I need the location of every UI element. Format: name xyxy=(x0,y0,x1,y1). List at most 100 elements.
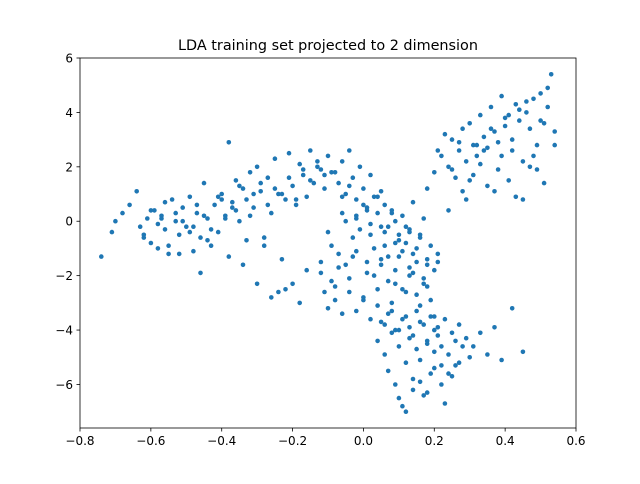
data-point xyxy=(403,360,409,366)
data-point xyxy=(393,281,398,287)
data-point xyxy=(134,189,139,194)
data-point xyxy=(393,218,398,224)
data-point xyxy=(463,335,469,341)
data-point xyxy=(517,118,522,123)
data-point xyxy=(187,229,193,235)
data-point xyxy=(325,306,331,311)
data-point xyxy=(463,159,469,164)
data-point xyxy=(385,254,391,259)
data-point xyxy=(219,191,224,197)
data-point xyxy=(407,273,412,278)
data-point xyxy=(424,257,430,262)
data-point xyxy=(432,314,437,319)
data-point xyxy=(471,172,476,178)
data-point xyxy=(145,216,150,221)
data-point xyxy=(382,322,388,327)
data-point xyxy=(332,170,338,175)
data-point xyxy=(230,205,235,210)
data-point xyxy=(385,224,391,229)
data-point xyxy=(297,300,303,306)
data-point xyxy=(446,208,451,213)
data-point xyxy=(499,357,504,363)
data-point xyxy=(162,199,168,205)
data-point xyxy=(194,210,200,216)
data-point xyxy=(127,202,132,208)
data-point xyxy=(339,210,345,216)
data-point xyxy=(325,153,331,159)
data-point xyxy=(517,107,522,112)
chart-title: LDA training set projected to 2 dimensio… xyxy=(178,38,478,54)
data-point xyxy=(336,251,341,257)
data-point xyxy=(322,186,327,191)
data-point xyxy=(382,202,388,208)
data-point xyxy=(368,316,373,322)
data-point xyxy=(322,172,327,178)
data-point xyxy=(254,281,260,287)
data-point xyxy=(258,189,264,194)
data-point xyxy=(350,175,356,180)
data-point xyxy=(449,330,455,336)
data-point xyxy=(304,267,310,273)
data-point xyxy=(258,180,264,186)
data-point xyxy=(527,164,533,170)
data-point xyxy=(361,202,366,208)
data-point xyxy=(332,284,338,289)
data-point xyxy=(460,189,465,194)
data-point xyxy=(389,308,395,314)
data-point xyxy=(339,311,345,317)
data-point xyxy=(417,319,423,325)
data-point xyxy=(357,164,363,170)
data-point xyxy=(155,246,161,251)
data-point xyxy=(435,325,441,330)
data-point xyxy=(485,352,490,357)
data-point xyxy=(354,248,359,254)
data-point xyxy=(290,281,295,287)
data-point xyxy=(410,199,416,205)
data-point xyxy=(417,303,423,308)
data-point xyxy=(417,232,423,238)
data-point xyxy=(481,134,487,140)
data-point xyxy=(428,314,434,319)
data-point xyxy=(261,235,267,240)
data-point xyxy=(375,338,380,344)
data-point xyxy=(424,341,430,347)
y-tick-label: 4 xyxy=(65,106,73,120)
data-point xyxy=(120,210,125,216)
data-point xyxy=(265,202,271,208)
data-point xyxy=(541,180,547,186)
data-point xyxy=(485,183,490,189)
data-point xyxy=(378,257,384,262)
data-point xyxy=(439,382,444,387)
data-point xyxy=(237,218,242,224)
data-point xyxy=(385,311,391,317)
data-point xyxy=(318,167,324,172)
data-point xyxy=(410,333,416,338)
data-point xyxy=(432,349,437,355)
data-point xyxy=(173,218,178,224)
data-point xyxy=(495,167,501,172)
data-point xyxy=(385,278,391,284)
data-point xyxy=(531,153,536,159)
data-point xyxy=(396,344,402,349)
data-point xyxy=(308,148,313,153)
data-point xyxy=(463,197,469,202)
data-point xyxy=(552,142,557,148)
data-point xyxy=(446,352,451,357)
data-point xyxy=(552,129,557,134)
data-point xyxy=(499,93,504,99)
data-point xyxy=(148,208,154,213)
data-point xyxy=(240,262,246,268)
data-point xyxy=(343,262,349,268)
data-point xyxy=(162,227,168,232)
data-point xyxy=(272,156,278,161)
data-point xyxy=(212,202,217,208)
y-tick-label: −6 xyxy=(55,378,73,392)
data-point xyxy=(279,191,285,197)
data-point xyxy=(538,118,543,123)
data-point xyxy=(453,175,458,180)
data-point xyxy=(456,322,462,327)
y-tick-label: 6 xyxy=(65,52,73,66)
data-point xyxy=(481,148,487,153)
data-point xyxy=(350,235,356,240)
